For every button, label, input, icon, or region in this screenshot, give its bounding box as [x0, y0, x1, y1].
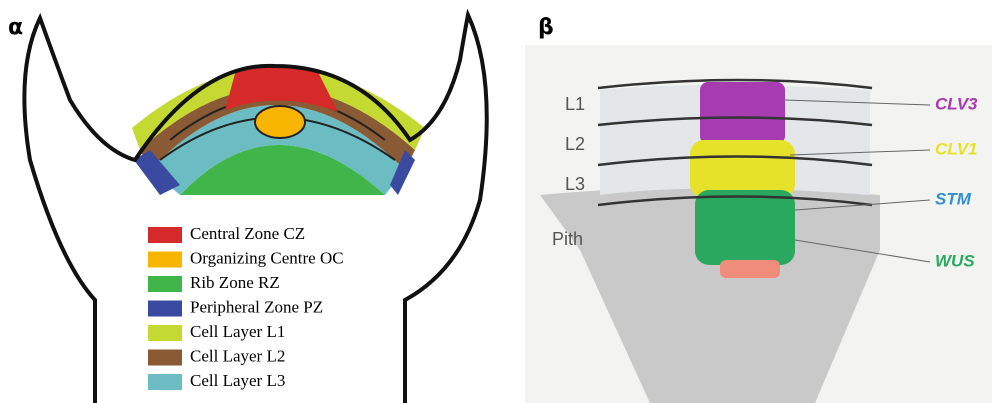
- legend-label: Cell Layer L2: [190, 346, 285, 365]
- panel-letter: α: [8, 15, 23, 40]
- layer-label: L2: [565, 134, 585, 154]
- legend-label: Peripheral Zone PZ: [190, 297, 323, 316]
- layer-label: L3: [565, 174, 585, 194]
- legend-swatch: [148, 252, 182, 268]
- legend: Central Zone CZ Organizing Centre OC Rib Z…: [148, 224, 344, 390]
- legend-swatch: [148, 374, 182, 390]
- legend-swatch: [148, 325, 182, 341]
- meristem-diagram: [24, 15, 486, 403]
- expression-image: [525, 45, 992, 403]
- legend-label: Rib Zone RZ: [190, 273, 280, 292]
- gene-label: STM: [935, 189, 972, 208]
- legend-swatch: [148, 301, 182, 317]
- panel-letter: β: [538, 15, 554, 40]
- figure: α β Central Zone CZ Organizing Centre OC R…: [0, 0, 992, 403]
- layer-label: L1: [565, 94, 585, 114]
- layer-label: Pith: [552, 229, 583, 249]
- legend-swatch: [148, 276, 182, 292]
- legend-label: Cell Layer L3: [190, 371, 285, 390]
- legend-swatch: [148, 227, 182, 243]
- gene-label: WUS: [935, 251, 975, 270]
- gene-label: CLV3: [935, 94, 978, 113]
- legend-label: Organizing Centre OC: [190, 248, 344, 267]
- gene-label: CLV1: [935, 139, 978, 158]
- legend-swatch: [148, 350, 182, 366]
- legend-label: Cell Layer L1: [190, 322, 285, 341]
- legend-label: Central Zone CZ: [190, 224, 305, 243]
